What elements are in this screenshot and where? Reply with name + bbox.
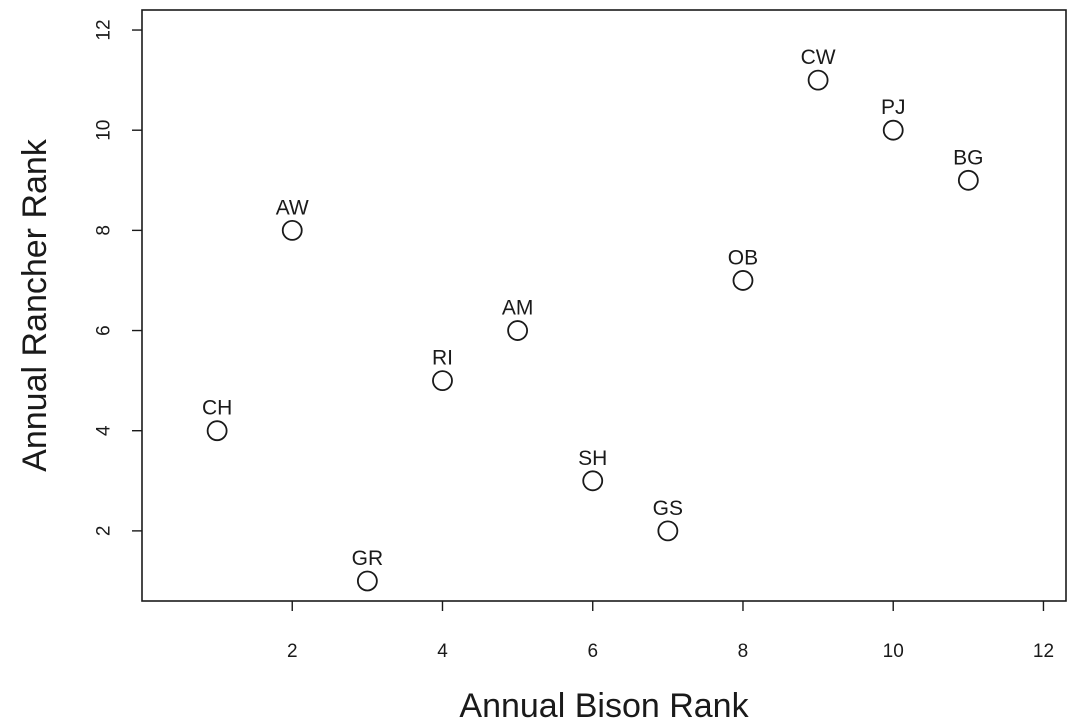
y-tick-label: 12 [94,19,115,40]
y-tick-label: 6 [94,325,115,336]
data-point-am [507,320,529,341]
x-axis-title: Annual Bison Rank [459,687,749,725]
x-tick-label: 2 [287,641,298,662]
y-tick-label: 2 [94,526,115,537]
data-point-sh [582,470,604,492]
data-point-cw [807,69,829,91]
y-axis-title: Annual Rancher Rank [16,138,54,472]
data-label-gr: GR [352,547,384,570]
data-point-ob [732,270,754,291]
x-axis: 2 4 6 8 10 12 [287,601,1054,662]
data-point-ch [206,420,228,442]
x-tick-label: 8 [738,641,749,662]
y-tick-label: 10 [94,120,115,141]
x-tick-label: 6 [587,641,598,662]
data-points: CH AW GR RI AM SH GS OB CW PJ BG [202,46,984,592]
data-label-ri: RI [432,347,453,370]
y-tick-label: 4 [94,425,115,436]
data-point-pj [882,119,904,141]
data-label-sh: SH [578,447,607,470]
data-point-bg [957,169,979,191]
plot-frame [141,9,1067,602]
data-label-ch: CH [202,397,232,420]
data-label-cw: CW [801,46,836,69]
data-label-bg: BG [953,146,983,169]
data-label-ob: OB [728,246,758,269]
y-axis: 2 4 6 8 10 12 [94,19,142,537]
data-label-am: AM [502,297,534,320]
data-label-gs: GS [653,497,683,520]
data-point-ri [432,370,453,392]
x-tick-label: 12 [1033,641,1054,662]
data-label-aw: AW [276,196,309,219]
y-tick-label: 8 [94,225,115,236]
x-tick-label: 10 [883,641,904,662]
data-label-pj: PJ [881,96,906,119]
data-point-aw [281,219,303,241]
data-point-gr [356,570,378,592]
x-tick-label: 4 [437,641,448,662]
data-point-gs [657,520,679,542]
